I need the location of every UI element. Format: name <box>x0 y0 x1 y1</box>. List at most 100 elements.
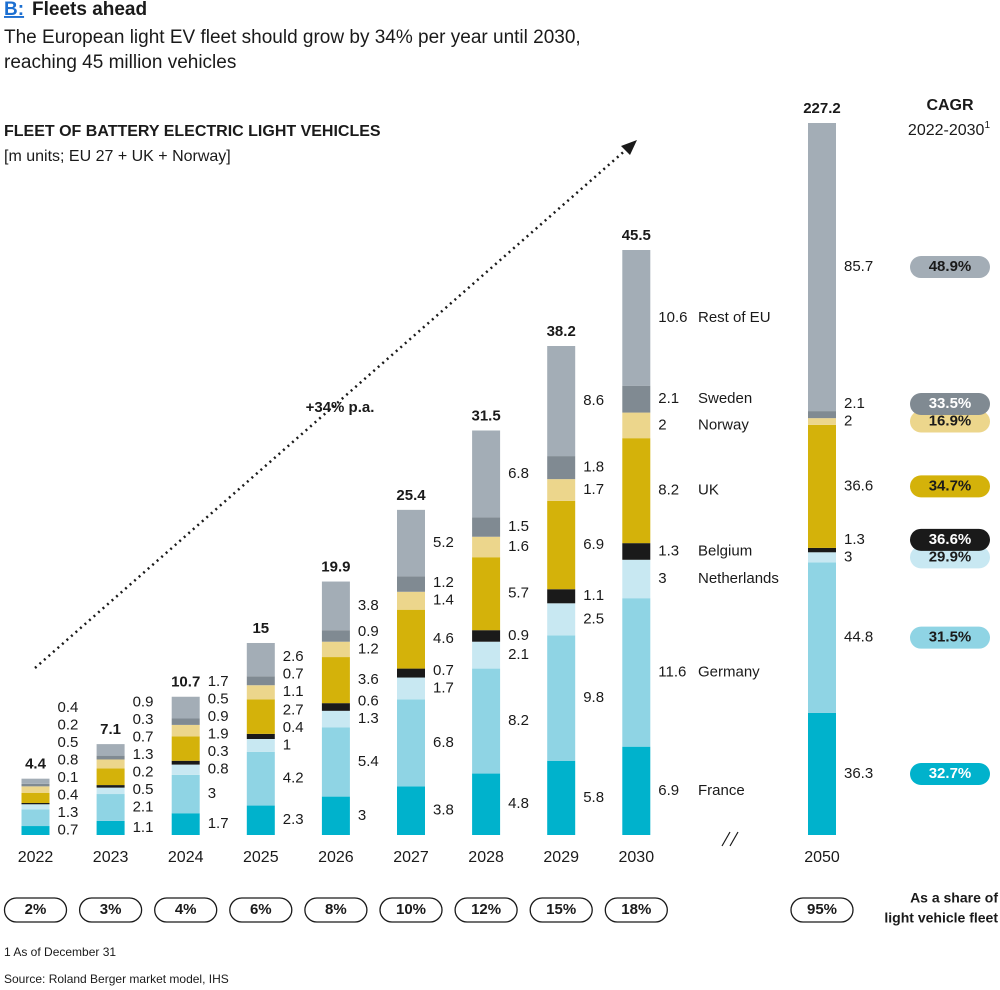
segment-label: 0.5 <box>58 734 79 751</box>
share-pill <box>379 897 443 923</box>
bar-segment <box>21 804 50 810</box>
share-label: 12% <box>471 901 501 918</box>
share-pill <box>790 897 854 923</box>
segment-label: 1.3 <box>133 746 154 763</box>
segment-label: 6.9 <box>658 782 679 799</box>
segment-label: 2.1 <box>658 390 679 407</box>
bar-segment <box>171 774 200 814</box>
bar-segment <box>246 676 275 686</box>
segment-label: 0.3 <box>208 743 229 760</box>
segment-label: 2.1 <box>133 798 154 815</box>
figure-label: B: <box>4 0 24 20</box>
segment-label: 2 <box>844 412 852 429</box>
bar-segment <box>96 744 125 756</box>
segment-label: 1.1 <box>583 587 604 604</box>
total-label: 7.1 <box>100 721 121 738</box>
cagr-label: 29.9% <box>929 548 972 565</box>
total-label: 19.9 <box>321 559 350 576</box>
bar-segment <box>808 424 836 548</box>
bar-segment <box>246 685 275 700</box>
segment-label: 1.7 <box>208 673 229 690</box>
bar-segment <box>246 699 275 734</box>
segment-label: 2.1 <box>508 646 529 663</box>
segment-label: 0.4 <box>58 699 79 716</box>
bar-segment <box>96 759 125 769</box>
share-pill <box>529 897 593 923</box>
segment-label: 3.8 <box>433 802 454 819</box>
bar-segment <box>171 718 200 725</box>
segment-label: 0.7 <box>58 821 79 838</box>
bar-segment <box>21 802 50 805</box>
bar-segment <box>808 552 836 563</box>
segment-label: 36.3 <box>844 765 873 782</box>
share-pill <box>304 897 368 923</box>
bar-segment <box>808 418 836 425</box>
bar-segment <box>547 500 576 590</box>
bar-segment <box>472 430 501 518</box>
cagr-label: 34.7% <box>929 477 972 494</box>
shares-label: light vehicle fleet <box>884 910 998 926</box>
bar-segment <box>21 783 50 787</box>
x-tick-label: 2026 <box>318 849 354 866</box>
segment-label: 6.8 <box>433 734 454 751</box>
segment-label: 1.3 <box>658 542 679 559</box>
segment-label: 0.9 <box>508 627 529 644</box>
segment-label: 1 <box>283 736 291 753</box>
share-label: 2% <box>25 901 47 918</box>
segment-label: 1.3 <box>58 804 79 821</box>
segment-label: 6.9 <box>583 536 604 553</box>
segment-label: 5.7 <box>508 585 529 602</box>
bar-segment <box>171 696 200 719</box>
segment-label: 0.8 <box>58 751 79 768</box>
bar-segment <box>472 536 501 558</box>
legend-label: Netherlands <box>698 570 779 587</box>
total-label: 38.2 <box>547 323 576 340</box>
bar-segment <box>622 438 651 544</box>
share-label: 10% <box>396 901 426 918</box>
cagr-pill <box>910 393 990 416</box>
bar-segment <box>397 576 425 592</box>
total-label: 25.4 <box>396 487 426 504</box>
segment-label: 2.1 <box>844 395 865 412</box>
segment-label: 1.7 <box>208 815 229 832</box>
segment-label: 0.2 <box>133 763 154 780</box>
bar-segment <box>171 724 200 737</box>
segment-label: 1.1 <box>133 819 154 836</box>
x-tick-label: 2024 <box>168 849 204 866</box>
segment-label: 85.7 <box>844 258 873 275</box>
title: Fleets ahead <box>32 0 147 20</box>
share-pill <box>3 897 68 923</box>
total-label: 31.5 <box>471 407 500 424</box>
share-label: 18% <box>621 901 651 918</box>
bar-segment <box>397 609 425 669</box>
bar-segment <box>321 581 350 631</box>
x-tick-label: 2022 <box>18 849 54 866</box>
bar-segment <box>808 712 836 835</box>
bar-segment <box>622 746 651 835</box>
bar-segment <box>397 699 425 787</box>
cagr-years: 2022-2030 <box>908 122 985 139</box>
bar-segment <box>622 250 651 386</box>
total-label: 15 <box>252 620 269 637</box>
segment-label: 5.2 <box>433 534 454 551</box>
share-label: 3% <box>100 901 122 918</box>
segment-label: 1.5 <box>508 518 529 535</box>
segment-label: 1.8 <box>583 459 604 476</box>
bar-segment <box>808 123 836 412</box>
segment-label: 0.3 <box>133 711 154 728</box>
chart-title: FLEET OF BATTERY ELECTRIC LIGHT VEHICLES <box>4 123 381 140</box>
legend-label: UK <box>698 482 719 499</box>
segment-label: 0.4 <box>58 786 79 803</box>
segment-label: 0.6 <box>358 693 379 710</box>
bar-segment <box>472 557 501 631</box>
bar-segment <box>622 598 651 747</box>
segment-label: 1.7 <box>433 679 454 696</box>
axis-break <box>721 831 731 847</box>
share-pill <box>154 897 218 923</box>
bar-segment <box>246 733 275 739</box>
cagr-pill <box>910 256 990 279</box>
share-label: 15% <box>546 901 576 918</box>
cagr-label: 32.7% <box>929 765 972 782</box>
bar-segment <box>246 805 275 835</box>
segment-label: 2.5 <box>583 610 604 627</box>
